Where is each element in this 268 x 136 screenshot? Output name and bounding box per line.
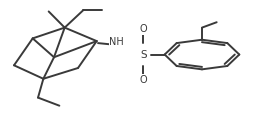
Text: S: S — [140, 50, 147, 60]
Text: NH: NH — [109, 37, 124, 47]
Text: O: O — [140, 75, 147, 85]
Text: O: O — [140, 24, 147, 34]
